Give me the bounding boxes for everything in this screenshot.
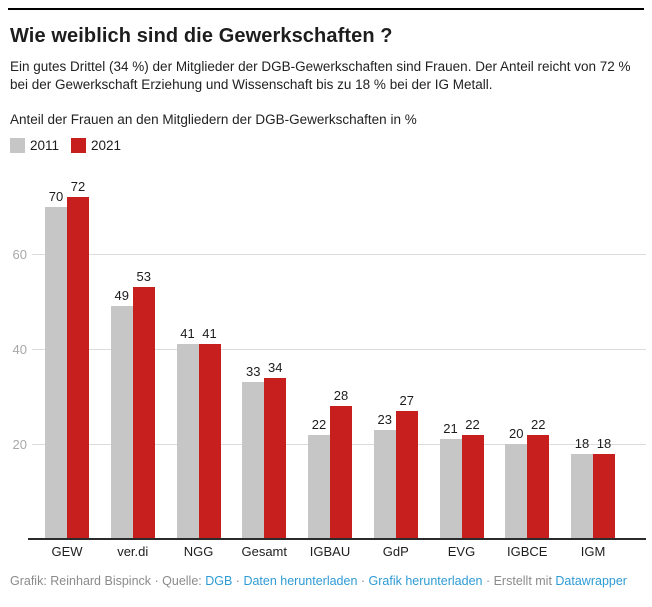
- category-label-IGBAU: IGBAU: [309, 544, 351, 559]
- bar-2021-GdP[interactable]: [395, 410, 418, 539]
- bar-2011-IGBAU[interactable]: [308, 434, 330, 539]
- bar-2011-IGBCE[interactable]: [505, 444, 528, 539]
- value-label-2021-IGBAU: 28: [333, 388, 349, 403]
- value-label-2011-IGM: 18: [574, 435, 590, 451]
- value-label-2021-GdP: 27: [399, 392, 414, 408]
- y-tick-60: 60: [12, 246, 27, 262]
- top-rule: [8, 8, 644, 10]
- x-axis-baseline: [28, 537, 646, 540]
- category-label-IGBCE: IGBCE: [507, 544, 548, 559]
- category-label-Gesamt: Gesamt: [241, 544, 287, 559]
- value-label-2011-GEW: 70: [48, 188, 64, 204]
- bar-2021-GEW[interactable]: [67, 197, 89, 539]
- bar-2011-GEW[interactable]: [45, 206, 67, 539]
- category-label-EVG: EVG: [447, 544, 476, 559]
- bar-2011-GdP[interactable]: [373, 429, 396, 539]
- bar-2021-EVG[interactable]: [461, 434, 484, 539]
- separator: ·: [151, 574, 163, 588]
- category-label-NGG: NGG: [183, 544, 214, 559]
- category-label-ver.di: ver.di: [117, 544, 149, 559]
- legend-item-2021: 2021: [71, 138, 121, 153]
- axis-note: Anteil der Frauen an den Mitgliedern der…: [10, 112, 417, 127]
- bar-2021-ver.di[interactable]: [132, 287, 155, 539]
- download-data-link[interactable]: Daten herunterladen: [243, 574, 358, 588]
- gridline-60: [32, 253, 646, 255]
- value-label-2011-GdP: 23: [377, 411, 392, 427]
- legend: 2011 2021: [10, 138, 121, 153]
- category-label-GEW: GEW: [51, 544, 83, 559]
- source-label: Quelle:: [162, 574, 206, 588]
- y-tick-40: 40: [12, 341, 27, 357]
- download-image-link[interactable]: Grafik herunterladen: [368, 574, 483, 588]
- value-label-2021-ver.di: 53: [136, 269, 151, 285]
- datawrapper-link[interactable]: Datawrapper: [555, 574, 627, 588]
- category-label-GdP: GdP: [382, 544, 409, 559]
- bar-2011-EVG[interactable]: [439, 439, 462, 539]
- bar-2021-NGG[interactable]: [198, 344, 221, 539]
- separator: ·: [232, 574, 244, 588]
- bar-2021-IGM[interactable]: [593, 453, 615, 539]
- legend-label-2011: 2011: [30, 138, 60, 153]
- value-label-2011-NGG: 41: [180, 326, 195, 342]
- value-label-2011-EVG: 21: [443, 421, 458, 437]
- legend-item-2011: 2011: [10, 138, 59, 153]
- value-label-2021-GEW: 72: [70, 179, 86, 194]
- legend-swatch-2021: [71, 138, 87, 153]
- bar-2021-IGBCE[interactable]: [527, 434, 550, 539]
- legend-swatch-2011: [10, 138, 25, 153]
- bar-2021-Gesamt[interactable]: [264, 377, 287, 539]
- value-label-2011-Gesamt: 33: [246, 364, 261, 380]
- bar-2011-ver.di[interactable]: [110, 306, 133, 539]
- value-label-2011-ver.di: 49: [114, 288, 129, 304]
- value-label-2021-NGG: 41: [202, 326, 217, 342]
- legend-label-2021: 2021: [91, 138, 122, 153]
- value-label-2021-Gesamt: 34: [268, 359, 283, 375]
- separator: ·: [482, 574, 494, 588]
- gridline-40: [32, 348, 646, 350]
- value-label-2011-IGBAU: 22: [311, 416, 327, 432]
- footer: Grafik: Reinhard Bispinck · Quelle: DGB …: [10, 574, 627, 588]
- bar-2021-IGBAU[interactable]: [330, 406, 352, 539]
- credit-text: Grafik: Reinhard Bispinck: [10, 574, 152, 588]
- value-label-2011-IGBCE: 20: [509, 426, 524, 441]
- value-label-2021-IGM: 18: [596, 435, 612, 451]
- category-label-IGM: IGM: [580, 544, 606, 559]
- bar-2011-Gesamt[interactable]: [242, 382, 265, 539]
- value-label-2021-IGBCE: 22: [531, 416, 546, 432]
- separator: ·: [357, 574, 369, 588]
- bar-2011-IGM[interactable]: [571, 453, 593, 539]
- page-title: Wie weiblich sind die Gewerkschaften ?: [10, 25, 393, 47]
- source-link[interactable]: DGB: [205, 574, 233, 588]
- chart-subtitle: Ein gutes Drittel (34 %) der Mitglieder …: [10, 59, 631, 92]
- bar-2011-NGG[interactable]: [176, 344, 199, 539]
- created-with-label: Erstellt mit: [493, 574, 556, 588]
- value-label-2021-EVG: 22: [465, 416, 480, 432]
- y-tick-20: 20: [12, 436, 27, 452]
